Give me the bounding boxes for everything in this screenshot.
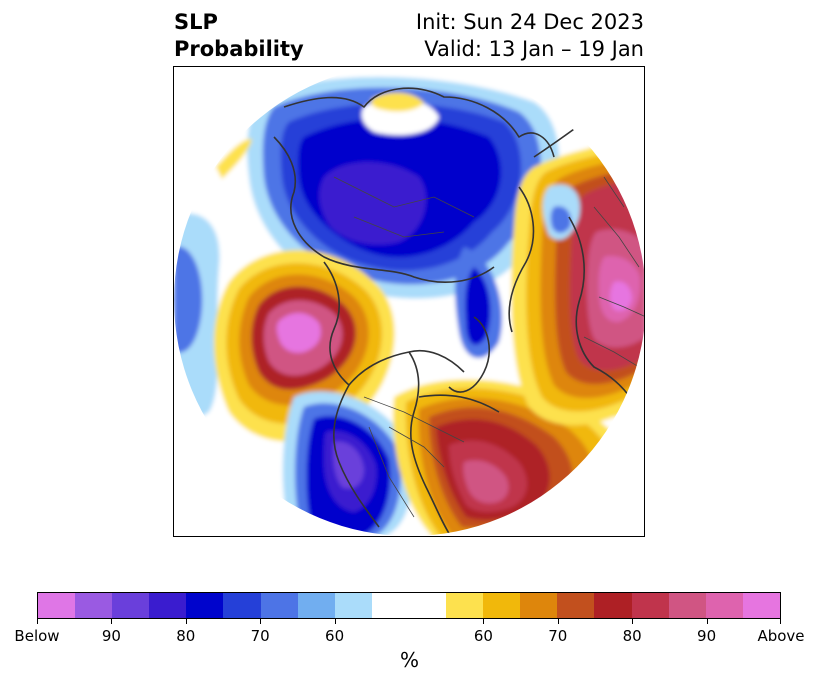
anomaly-greenland xyxy=(542,184,580,240)
colorbar-segment xyxy=(557,593,595,618)
colorbar-tick xyxy=(632,619,634,624)
probability-map xyxy=(173,66,645,537)
colorbar xyxy=(37,592,781,619)
colorbar-unit-label: % xyxy=(399,648,419,672)
colorbar-segment xyxy=(334,593,372,618)
colorbar-tick-label: 70 xyxy=(250,627,270,645)
colorbar-tick-label: 80 xyxy=(622,627,642,645)
colorbar-segment xyxy=(742,593,780,618)
colorbar-tick xyxy=(706,619,708,624)
colorbar-tick-label: 90 xyxy=(101,627,121,645)
colorbar-segment xyxy=(260,593,298,618)
colorbar-segment xyxy=(223,593,261,618)
colorbar-tick-label: 70 xyxy=(548,627,568,645)
colorbar-tick-label: 60 xyxy=(473,627,493,645)
colorbar-tick-label: Above xyxy=(757,627,805,645)
colorbar-segment xyxy=(38,593,76,618)
title-init-date: Init: Sun 24 Dec 2023 xyxy=(415,10,644,34)
colorbar-segment xyxy=(520,593,558,618)
colorbar-tick xyxy=(111,619,113,624)
colorbar-segment xyxy=(297,593,335,618)
anomaly-pacific-positive xyxy=(214,250,395,442)
title-variable: SLP xyxy=(174,10,218,34)
colorbar-tick-label: 90 xyxy=(697,627,717,645)
colorbar-segment xyxy=(186,593,224,618)
anomaly-europe-positive xyxy=(511,137,644,426)
colorbar-segment xyxy=(668,593,706,618)
colorbar-tick xyxy=(780,619,781,624)
chart-title-left: SLP Probability xyxy=(174,9,304,63)
colorbar-segment xyxy=(408,593,447,618)
anomaly-small-yellow xyxy=(216,138,252,179)
map-canvas xyxy=(174,67,644,536)
colorbar-segment xyxy=(149,593,187,618)
colorbar-tick xyxy=(260,619,262,624)
anomaly-west-america-negative xyxy=(282,391,412,536)
colorbar-segment xyxy=(483,593,521,618)
colorbar-tick xyxy=(334,619,336,624)
title-product: Probability xyxy=(174,37,304,61)
colorbar-segment xyxy=(371,593,409,618)
colorbar-ticks: Below 90 80 70 60 60 70 80 90 Above xyxy=(14,619,805,645)
colorbar-segment xyxy=(594,593,632,618)
title-valid-range: Valid: 13 Jan – 19 Jan xyxy=(424,37,644,61)
colorbar-tick xyxy=(37,619,38,624)
anomaly-west-blue xyxy=(174,213,220,417)
colorbar-tick-label: 80 xyxy=(176,627,196,645)
colorbar-segment xyxy=(705,593,743,618)
colorbar-tick-label: Below xyxy=(14,627,60,645)
colorbar-segment xyxy=(75,593,113,618)
colorbar-segment xyxy=(446,593,484,618)
colorbar-tick-label: 60 xyxy=(325,627,345,645)
colorbar-tick xyxy=(483,619,485,624)
anomaly-arctic-negative xyxy=(247,76,560,359)
colorbar-tick xyxy=(557,619,559,624)
colorbar-segment xyxy=(631,593,669,618)
colorbar-tick xyxy=(185,619,187,624)
colorbar-segment xyxy=(112,593,150,618)
chart-title-right: Init: Sun 24 Dec 2023 Valid: 13 Jan – 19… xyxy=(416,9,644,63)
